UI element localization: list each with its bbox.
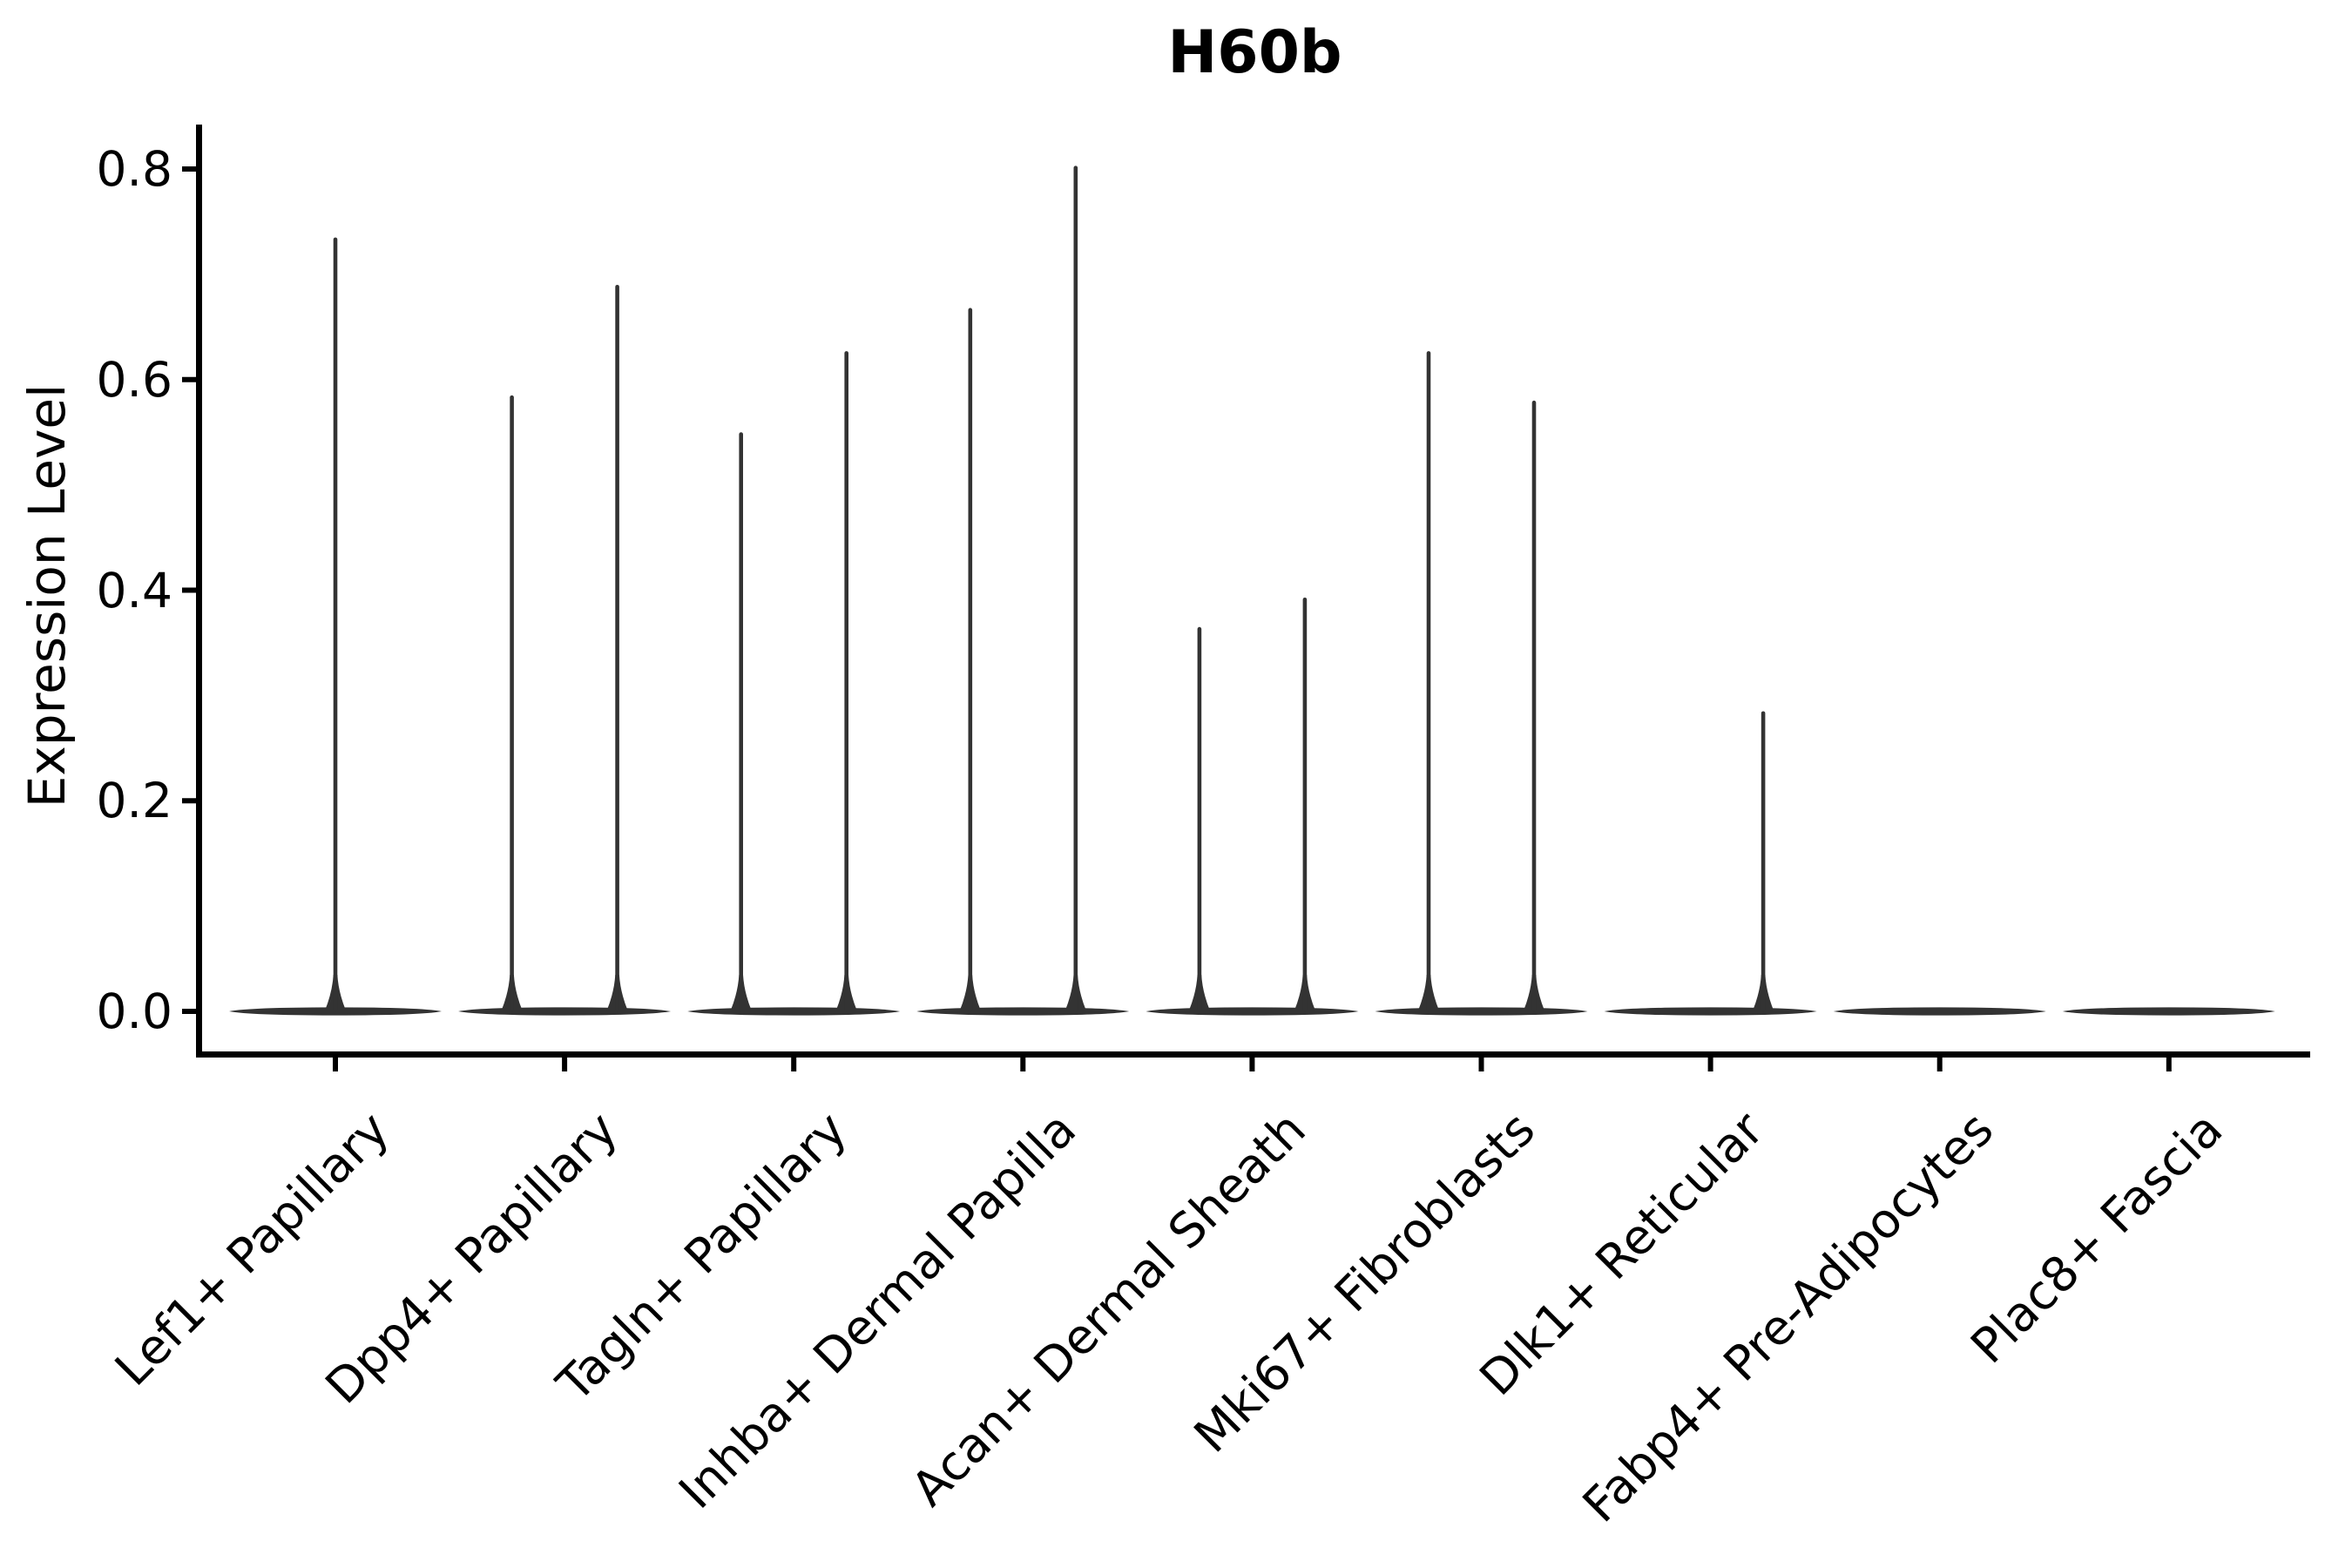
violin-base (1604, 1007, 1817, 1016)
violin-base (916, 1007, 1130, 1016)
y-tick-label: 0.0 (96, 983, 172, 1039)
bottom-spine (196, 1051, 2310, 1058)
violin-base (1833, 1007, 2046, 1016)
y-tick-label: 0.2 (96, 773, 172, 829)
violin-base (1146, 1007, 1359, 1016)
violin-base (1375, 1007, 1588, 1016)
y-tick-label: 0.6 (96, 351, 172, 408)
violin-base (458, 1007, 672, 1016)
y-tick-label: 0.8 (96, 141, 172, 197)
violin-base (2062, 1007, 2275, 1016)
y-tick-label: 0.4 (96, 562, 172, 618)
chart-title: H60b (1167, 18, 1342, 87)
violin-base (687, 1007, 901, 1016)
